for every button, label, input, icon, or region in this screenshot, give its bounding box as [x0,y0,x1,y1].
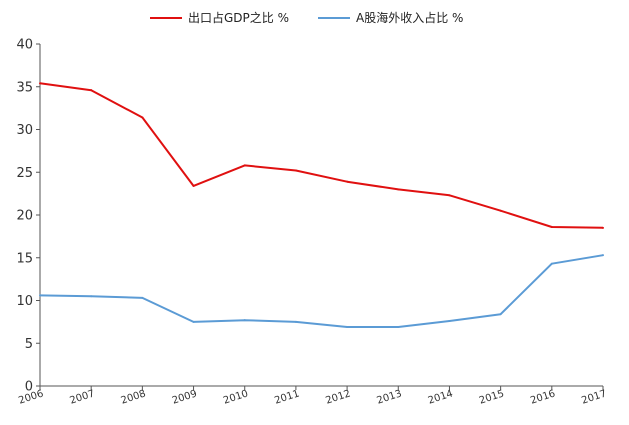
legend-label-series-0: 出口占GDP之比 % [188,10,289,25]
x-tick-label: 2010 [222,388,250,406]
data-point-series-1 [499,313,502,316]
data-point-series-0 [192,184,195,187]
legend: 出口占GDP之比 % A股海外收入占比 % [150,10,463,25]
data-point-series-1 [602,254,604,257]
y-tick-label: 25 [16,166,33,181]
y-tick-label: 40 [16,38,33,53]
data-point-series-1 [243,319,246,322]
data-point-series-1 [397,326,400,329]
x-tick-label: 2012 [324,388,352,406]
data-point-series-1 [39,294,41,297]
x-ticks: 2006 2007 2008 2009 2010 2011 2012 2013 2014 2015… [17,386,608,407]
series-line-0 [39,82,604,229]
data-point-series-1 [141,296,144,299]
x-tick-label: 2011 [273,388,301,406]
x-tick-label: 2007 [69,388,97,406]
data-point-series-0 [294,169,297,172]
data-point-series-0 [397,188,400,191]
data-point-series-0 [448,194,451,197]
data-point-series-0 [602,226,604,229]
y-tick-label: 5 [25,337,33,352]
data-point-series-1 [448,320,451,323]
data-point-series-0 [550,225,553,228]
y-tick-label: 35 [16,80,33,95]
axes [39,44,603,387]
y-tick-label: 10 [16,294,33,309]
data-point-series-1 [90,295,93,298]
data-point-series-1 [550,262,553,265]
x-tick-label: 2009 [171,388,199,406]
data-point-series-0 [499,209,502,212]
data-point-series-1 [294,320,297,323]
y-tick-label: 20 [16,209,33,224]
x-tick-label: 2006 [17,388,45,406]
x-tick-label: 2013 [376,388,404,406]
x-tick-label: 2014 [427,388,455,406]
data-point-series-0 [243,164,246,167]
x-tick-label: 2016 [529,388,557,406]
data-point-series-1 [346,326,349,329]
legend-label-series-1: A股海外收入占比 % [356,10,463,25]
series-group [39,82,604,329]
y-tick-label: 30 [16,123,33,138]
data-point-series-0 [346,180,349,183]
x-tick-label: 2015 [478,388,506,406]
y-tick-label: 15 [16,251,33,266]
x-tick-label: 2008 [120,388,148,406]
series-line-1 [39,254,604,328]
x-tick-label: 2017 [580,388,608,406]
data-point-series-0 [141,116,144,119]
data-point-series-0 [90,89,93,92]
y-tick-label: 0 [25,380,33,395]
data-point-series-1 [192,320,195,323]
y-ticks: 0 5 10 15 20 25 30 35 40 [16,38,40,395]
data-point-series-0 [39,82,41,85]
